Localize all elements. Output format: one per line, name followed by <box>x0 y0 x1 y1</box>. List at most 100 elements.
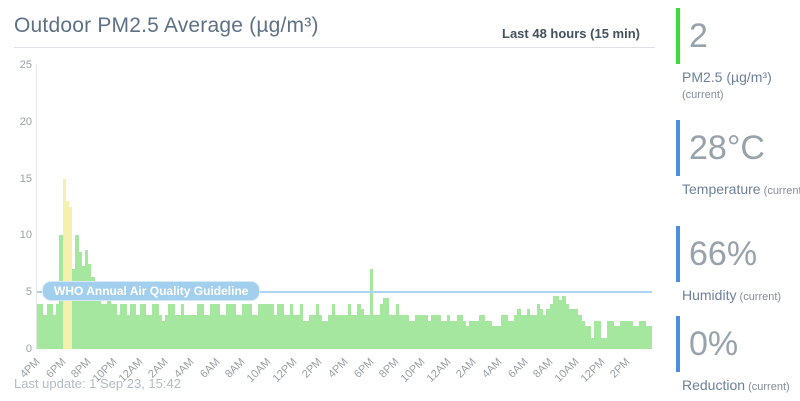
bar[interactable] <box>437 314 441 349</box>
bar[interactable] <box>193 314 198 349</box>
bar[interactable] <box>536 303 540 349</box>
bar[interactable] <box>251 314 255 349</box>
bar[interactable] <box>373 314 377 349</box>
bar[interactable] <box>376 314 380 349</box>
bar[interactable] <box>309 314 313 349</box>
bar[interactable] <box>559 300 563 349</box>
bar[interactable] <box>626 320 630 349</box>
bar[interactable] <box>261 303 265 349</box>
bar[interactable] <box>306 320 310 349</box>
bar[interactable] <box>200 303 204 349</box>
bar[interactable] <box>434 314 438 349</box>
bar[interactable] <box>117 314 121 349</box>
bar[interactable] <box>133 303 137 349</box>
bar[interactable] <box>363 314 367 349</box>
bar[interactable] <box>293 314 297 349</box>
bar[interactable] <box>575 309 579 349</box>
bar[interactable] <box>238 314 242 349</box>
bar[interactable] <box>360 309 364 349</box>
bar[interactable] <box>97 297 102 349</box>
bar[interactable] <box>177 314 182 349</box>
bar[interactable] <box>568 309 572 349</box>
bar[interactable] <box>277 303 281 349</box>
bar[interactable] <box>229 303 233 349</box>
bar[interactable] <box>235 314 239 349</box>
bar[interactable] <box>209 303 214 349</box>
bar[interactable] <box>37 303 41 349</box>
bar[interactable] <box>578 314 582 349</box>
bar[interactable] <box>334 314 339 349</box>
bar[interactable] <box>613 326 617 349</box>
bar[interactable] <box>539 309 544 349</box>
bar[interactable] <box>623 320 627 349</box>
bar[interactable] <box>552 295 556 349</box>
bar[interactable] <box>168 303 172 349</box>
bar[interactable] <box>463 320 467 349</box>
bar[interactable] <box>296 314 300 349</box>
bar[interactable] <box>341 314 345 349</box>
bar[interactable] <box>430 314 435 349</box>
bar[interactable] <box>584 326 588 349</box>
bar[interactable] <box>498 326 502 349</box>
bar[interactable] <box>69 207 73 349</box>
bar[interactable] <box>325 320 329 349</box>
bar[interactable] <box>216 303 220 349</box>
bar[interactable] <box>328 314 332 349</box>
bar[interactable] <box>571 309 576 349</box>
bar[interactable] <box>421 314 425 349</box>
bar[interactable] <box>607 320 611 349</box>
bar[interactable] <box>645 326 649 349</box>
bar[interactable] <box>113 303 118 349</box>
bar[interactable] <box>354 314 358 349</box>
bar[interactable] <box>427 320 431 349</box>
bar[interactable] <box>533 314 537 349</box>
bar[interactable] <box>213 303 217 349</box>
bar[interactable] <box>482 314 486 349</box>
bar[interactable] <box>562 295 566 349</box>
bar[interactable] <box>56 303 60 349</box>
bar[interactable] <box>299 303 303 349</box>
bar[interactable] <box>402 314 406 349</box>
bar[interactable] <box>248 303 252 349</box>
bar[interactable] <box>379 303 383 349</box>
bar[interactable] <box>619 320 624 349</box>
bar[interactable] <box>123 303 127 349</box>
bar[interactable] <box>603 337 608 349</box>
bar[interactable] <box>495 326 499 349</box>
bar[interactable] <box>53 314 57 349</box>
bar[interactable] <box>184 314 188 349</box>
bar[interactable] <box>549 303 553 349</box>
bar[interactable] <box>187 314 191 349</box>
bar[interactable] <box>456 314 460 349</box>
bar[interactable] <box>331 303 335 349</box>
bar[interactable] <box>594 320 598 349</box>
bar[interactable] <box>232 303 236 349</box>
bar[interactable] <box>101 303 105 349</box>
bar[interactable] <box>136 314 140 349</box>
bar[interactable] <box>174 314 178 349</box>
bar[interactable] <box>527 309 531 349</box>
bar[interactable] <box>91 277 95 349</box>
bar[interactable] <box>642 320 646 349</box>
bar[interactable] <box>405 314 409 349</box>
bar[interactable] <box>485 320 489 349</box>
bar[interactable] <box>453 320 457 349</box>
bar[interactable] <box>165 314 169 349</box>
bar[interactable] <box>629 320 633 349</box>
bar[interactable] <box>507 320 512 349</box>
bar[interactable] <box>206 314 210 349</box>
bar[interactable] <box>418 314 422 349</box>
bar[interactable] <box>152 303 156 349</box>
bar[interactable] <box>591 337 595 349</box>
bar[interactable] <box>511 320 515 349</box>
bar[interactable] <box>408 320 412 349</box>
bar[interactable] <box>107 292 111 349</box>
bar[interactable] <box>610 320 614 349</box>
bar[interactable] <box>389 314 393 349</box>
bar[interactable] <box>81 266 86 349</box>
bar[interactable] <box>104 303 108 349</box>
bar[interactable] <box>581 320 585 349</box>
bar[interactable] <box>587 326 592 349</box>
bar[interactable] <box>72 269 76 349</box>
bar[interactable] <box>466 326 470 349</box>
